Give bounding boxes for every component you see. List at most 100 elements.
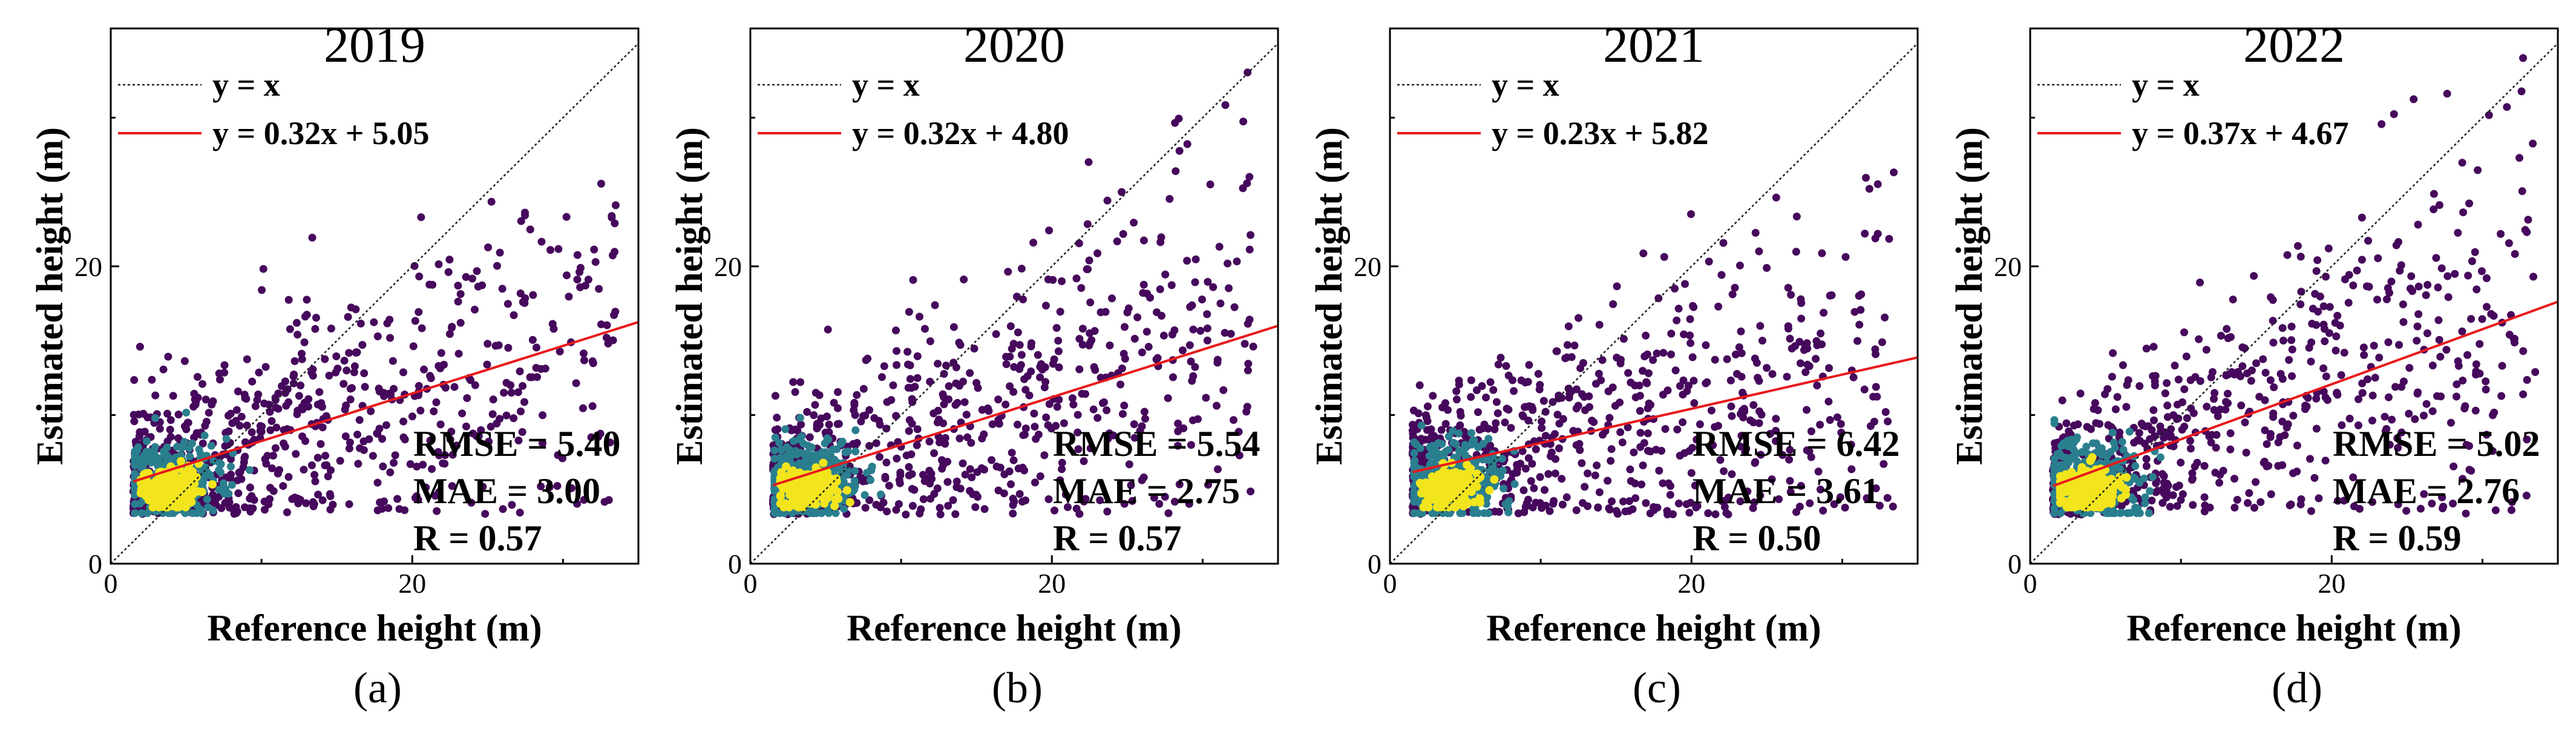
data-point (1494, 360, 1503, 369)
data-point (1009, 456, 1018, 464)
data-point (1021, 424, 1030, 433)
data-point (1693, 435, 1701, 444)
data-point (1084, 158, 1093, 167)
data-point (909, 275, 917, 284)
data-point (2349, 473, 2358, 481)
data-point (1507, 424, 1515, 432)
data-point (1795, 338, 1804, 346)
data-point (1604, 387, 1613, 395)
data-point (1690, 399, 1699, 407)
data-point (1118, 364, 1126, 372)
legend-entry: y = x (212, 67, 280, 103)
data-point (587, 433, 595, 441)
data-point (399, 368, 407, 377)
data-point (1608, 497, 1616, 506)
data-point (1642, 378, 1651, 386)
data-point (2438, 493, 2447, 501)
data-point (1619, 497, 1627, 506)
data-point (2349, 281, 2358, 289)
x-tick-label: 0 (1383, 568, 1397, 599)
data-point (2428, 500, 2436, 508)
data-point (1555, 391, 1563, 400)
data-point (2473, 285, 2481, 294)
data-point (1056, 476, 1064, 484)
data-point (2487, 310, 2496, 318)
data-point (1014, 420, 1021, 429)
data-point (2278, 324, 2287, 332)
fit-line (1412, 356, 1918, 473)
data-point (1801, 368, 1810, 377)
data-point (321, 355, 329, 363)
data-point (1061, 490, 1070, 499)
data-point (851, 447, 860, 456)
data-point (2474, 166, 2482, 174)
data-point (1482, 394, 1490, 401)
data-point (2126, 509, 2135, 517)
data-point (416, 406, 425, 415)
data-point (1775, 495, 1783, 503)
data-point (198, 440, 207, 447)
data-point (454, 297, 462, 306)
data-point (1450, 493, 1460, 503)
data-point (2286, 501, 2294, 510)
data-point (611, 248, 619, 256)
data-point (1631, 494, 1640, 503)
data-point (2178, 490, 2187, 498)
data-point (434, 362, 443, 370)
data-point (2238, 343, 2247, 352)
data-point (376, 498, 384, 507)
data-point (877, 490, 885, 499)
data-point (467, 498, 476, 507)
data-point (930, 449, 939, 457)
data-point (1784, 283, 1792, 292)
legend-entry: y = x (1492, 67, 1559, 103)
x-tick-label: 20 (398, 568, 426, 599)
data-point (1705, 257, 1713, 266)
data-point (1755, 419, 1763, 427)
data-point (851, 467, 859, 475)
data-point (1215, 243, 1224, 251)
data-point (1247, 231, 1254, 239)
data-point (386, 334, 395, 342)
data-point (1000, 470, 1009, 478)
data-point (859, 384, 868, 393)
data-point (1187, 357, 1195, 366)
data-point (2341, 275, 2349, 283)
data-point (2119, 446, 2128, 454)
data-point (159, 365, 168, 374)
data-point (1485, 486, 1494, 495)
data-point (819, 458, 828, 467)
data-point (346, 438, 354, 447)
data-point (1578, 390, 1586, 398)
data-point (160, 476, 169, 486)
data-point (2223, 389, 2232, 398)
data-point (2269, 409, 2278, 418)
data-point (2519, 347, 2528, 355)
data-point (1665, 479, 1673, 487)
data-point (2111, 509, 2119, 517)
data-point (194, 373, 202, 381)
stat-text: R = 0.50 (1693, 518, 1821, 558)
data-point (479, 483, 487, 491)
data-point (925, 437, 934, 446)
data-point (1510, 387, 1518, 395)
data-point (892, 506, 900, 514)
data-point (1221, 101, 1230, 109)
data-point (447, 427, 456, 436)
data-point (137, 463, 145, 472)
data-point (1611, 401, 1619, 410)
data-point (156, 424, 164, 433)
data-point (266, 426, 275, 434)
data-point (1049, 360, 1057, 368)
data-point (977, 464, 986, 472)
data-point (1077, 284, 1086, 292)
data-point (1687, 469, 1696, 477)
data-point (1581, 406, 1589, 414)
data-point (477, 426, 485, 434)
data-point (842, 467, 850, 476)
data-point (1214, 465, 1222, 473)
data-point (1128, 496, 1136, 505)
panel-title: 2021 (1603, 17, 1705, 73)
data-point (1768, 475, 1776, 484)
data-point (1415, 381, 1424, 389)
